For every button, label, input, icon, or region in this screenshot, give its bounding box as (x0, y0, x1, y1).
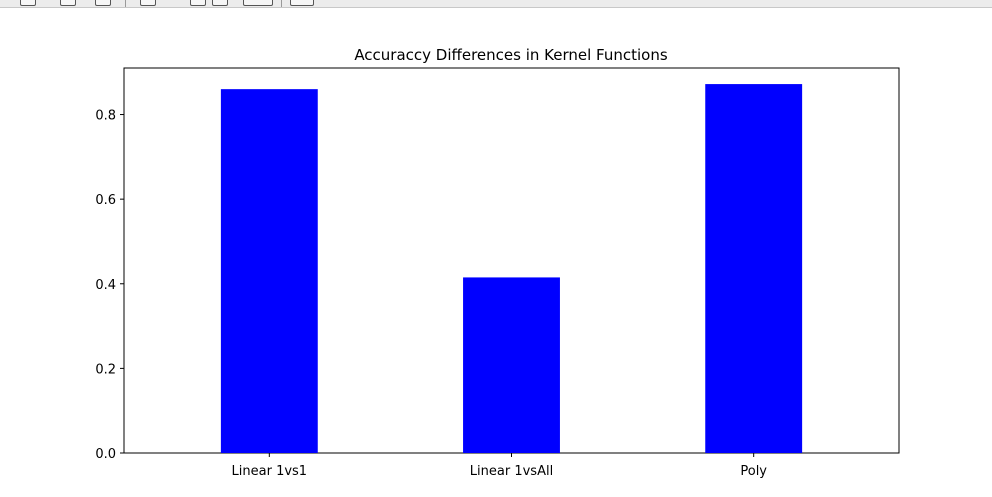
chart-title: Accuraccy Differences in Kernel Function… (354, 46, 668, 64)
bars-group (220, 84, 803, 454)
zoom-icon[interactable] (190, 0, 206, 6)
subplots-icon[interactable] (243, 0, 273, 6)
y-tick-label: 0.4 (95, 278, 116, 293)
toolbar-separator (281, 0, 282, 7)
bar-chart: Accuraccy Differences in Kernel Function… (95, 46, 900, 479)
configure-icon[interactable] (212, 0, 228, 6)
back-icon[interactable] (60, 0, 76, 6)
y-tick-label: 0.6 (95, 193, 116, 208)
y-axis: 0.0 0.2 0.4 0.6 0.8 (95, 109, 124, 462)
y-tick-label: 0.8 (95, 109, 116, 124)
x-tick-label: Linear 1vs1 (232, 464, 308, 479)
y-tick-label: 0.2 (95, 362, 116, 377)
save-icon[interactable] (290, 0, 314, 6)
forward-icon[interactable] (95, 0, 111, 6)
figure-canvas: Accuraccy Differences in Kernel Function… (0, 8, 992, 497)
x-tick-label: Poly (740, 464, 767, 479)
home-icon[interactable] (20, 0, 36, 6)
pan-icon[interactable] (140, 0, 156, 6)
bar-linear-1vs1 (220, 89, 318, 454)
bar-linear-1vsall (463, 277, 560, 453)
y-tick-label: 0.0 (95, 447, 116, 462)
x-tick-label: Linear 1vsAll (470, 464, 553, 479)
figure-toolbar (0, 0, 992, 8)
bar-poly (705, 84, 803, 453)
toolbar-separator (125, 0, 126, 7)
x-axis: Linear 1vs1 Linear 1vsAll Poly (232, 453, 767, 479)
